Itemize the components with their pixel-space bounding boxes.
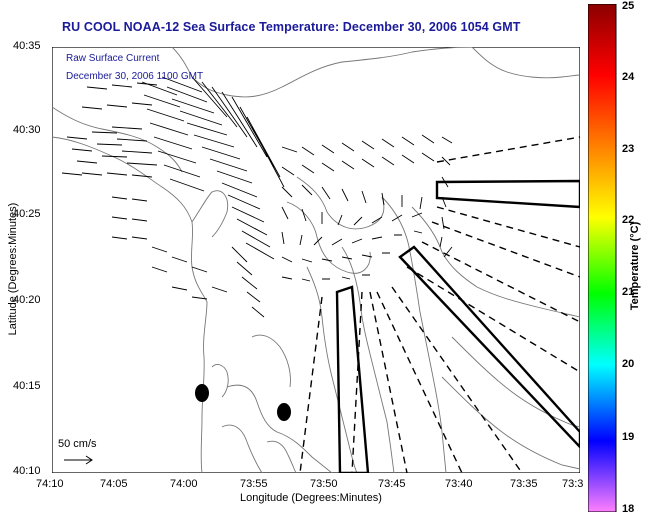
inset-label-line2: December 30, 2006 1100 GMT	[66, 71, 204, 82]
scale-arrow	[64, 455, 93, 465]
colorbar-tick: 21	[622, 286, 635, 298]
y-tick-label: 40:30	[13, 124, 41, 136]
colorbar-tick: 24	[622, 71, 635, 83]
survey-box-southeast	[398, 245, 580, 449]
inset-label-line1: Raw Surface Current	[66, 53, 160, 64]
y-tick-label: 40:20	[13, 294, 41, 306]
colorbar-tick: 19	[622, 431, 635, 443]
x-tick-label: 74:05	[100, 478, 128, 490]
x-tick-label: 74:00	[170, 478, 198, 490]
x-tick-label: 73:35	[510, 478, 538, 490]
current-vectors	[61, 76, 453, 318]
radar-beam-lines	[299, 136, 580, 473]
survey-box-south	[335, 285, 370, 473]
x-tick-label: 73:3	[562, 478, 584, 490]
y-tick-label: 40:15	[13, 380, 41, 392]
x-tick-label: 73:40	[445, 478, 473, 490]
colorbar-gradient	[588, 4, 617, 512]
station-marker	[277, 403, 291, 421]
y-tick-label: 40:10	[13, 465, 41, 477]
bathymetry-contours	[52, 47, 580, 473]
colorbar-tick: 18	[622, 503, 635, 515]
x-tick-label: 74:10	[36, 478, 64, 490]
plot-frame	[52, 47, 580, 473]
survey-box-east	[435, 179, 580, 209]
chart-title: RU COOL NOAA-12 Sea Surface Temperature:…	[62, 20, 521, 34]
station-marker	[195, 384, 209, 402]
sandy-hook	[191, 190, 229, 238]
x-tick-label: 73:45	[378, 478, 406, 490]
colorbar-tick: 23	[622, 143, 635, 155]
x-axis-title: Longitude (Degrees:Minutes)	[240, 492, 382, 504]
x-tick-label: 73:55	[240, 478, 268, 490]
colorbar-tick: 25	[622, 0, 635, 12]
colorbar	[588, 4, 617, 512]
map-plot-area	[52, 47, 580, 473]
scale-label: 50 cm/s	[58, 438, 97, 450]
colorbar-tick: 20	[622, 358, 635, 370]
y-tick-label: 40:35	[13, 40, 41, 52]
y-tick-label: 40:25	[13, 208, 41, 220]
x-tick-label: 73:50	[310, 478, 338, 490]
colorbar-tick: 22	[622, 214, 635, 226]
survey-boxes	[335, 179, 580, 473]
colorbar-title: Temperature (°C)	[629, 221, 641, 311]
